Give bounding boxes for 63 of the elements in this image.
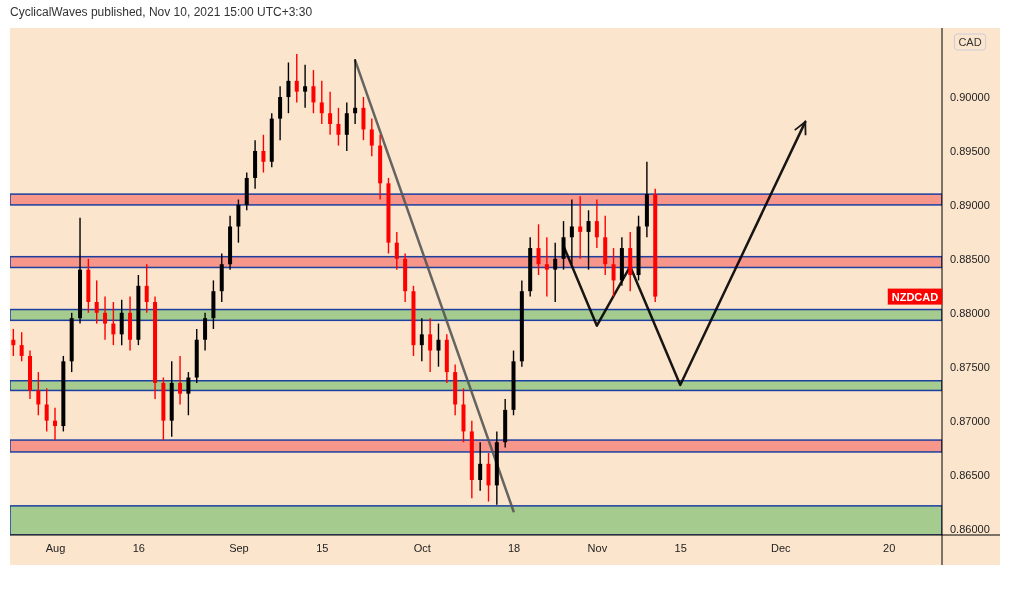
candlestick xyxy=(594,198,599,249)
x-tick-label: Sep xyxy=(229,541,249,554)
annotation: NZDCAD xyxy=(891,290,939,303)
candlestick xyxy=(111,301,116,346)
y-tick-label: 0.86500 xyxy=(950,468,990,481)
candlestick xyxy=(44,387,49,433)
candlestick xyxy=(536,223,541,276)
candlestick xyxy=(103,295,108,341)
candlestick xyxy=(303,63,308,109)
candlestick xyxy=(436,322,441,368)
y-tick-label: 0.89000 xyxy=(950,198,990,211)
candlestick xyxy=(11,328,16,357)
x-tick-label: 15 xyxy=(316,541,329,554)
candlestick xyxy=(19,331,24,363)
candlestick xyxy=(261,134,266,174)
x-tick-label: Oct xyxy=(413,541,431,554)
candlestick xyxy=(544,236,549,298)
y-tick-label: 0.90000 xyxy=(950,91,990,104)
x-tick-label: Nov xyxy=(587,541,608,554)
candlestick xyxy=(361,96,366,141)
candlestick xyxy=(586,209,591,271)
x-tick-label: Dec xyxy=(770,541,792,554)
candlestick xyxy=(328,90,333,136)
candlestick xyxy=(294,53,299,104)
candlestick xyxy=(486,452,491,503)
candlestick xyxy=(319,80,324,125)
candlestick xyxy=(569,198,574,265)
candlestick xyxy=(369,117,374,158)
candlestick xyxy=(144,263,149,314)
x-tick-label: 18 xyxy=(507,541,521,554)
candlestick xyxy=(311,69,316,114)
x-tick-label: 16 xyxy=(132,541,145,554)
candlestick xyxy=(353,58,358,125)
text: CAD xyxy=(958,36,982,48)
candlestick xyxy=(578,195,583,260)
candlestick xyxy=(53,407,58,441)
candlestick xyxy=(553,241,558,303)
candlestick xyxy=(419,317,424,363)
y-tick-label: 0.87000 xyxy=(950,414,990,427)
y-tick-label: 0.88000 xyxy=(950,306,990,319)
candlestick xyxy=(336,107,341,147)
candlestick xyxy=(394,231,399,271)
candlestick xyxy=(428,317,433,373)
y-tick-label: 0.87500 xyxy=(950,360,990,373)
candlestick xyxy=(478,441,483,492)
candlestick xyxy=(186,371,191,416)
candlestick xyxy=(94,279,99,325)
chart-title: CyclicalWaves published, Nov 10, 2021 15:00 UTC+3:30 xyxy=(10,5,313,19)
candlestick xyxy=(36,371,41,416)
y-tick-label: 0.89500 xyxy=(950,144,990,157)
y-tick-label: 0.86000 xyxy=(950,522,990,535)
x-tick-label: Aug xyxy=(45,541,66,554)
y-tick-label: 0.88500 xyxy=(950,252,990,265)
x-tick-label: 15 xyxy=(674,541,687,554)
candlestick xyxy=(203,312,208,352)
candlestick xyxy=(286,61,291,114)
candlestick xyxy=(611,247,616,298)
candlestick xyxy=(178,355,183,406)
candlestick xyxy=(278,85,283,141)
x-tick-label: 20 xyxy=(883,541,896,554)
candlestick xyxy=(344,101,349,152)
candlestick xyxy=(119,299,124,346)
candlestick xyxy=(236,198,241,244)
